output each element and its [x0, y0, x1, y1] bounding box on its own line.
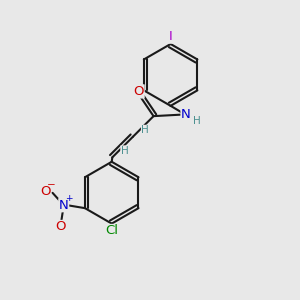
Text: H: H [141, 125, 149, 135]
Text: O: O [56, 220, 66, 233]
Text: H: H [121, 146, 129, 156]
Text: I: I [169, 30, 172, 43]
Text: N: N [181, 108, 191, 121]
Text: O: O [40, 185, 50, 198]
Text: −: − [47, 180, 56, 190]
Text: Cl: Cl [105, 224, 118, 238]
Text: +: + [65, 194, 73, 203]
Text: O: O [134, 85, 144, 98]
Text: N: N [59, 199, 69, 212]
Text: H: H [193, 116, 201, 126]
